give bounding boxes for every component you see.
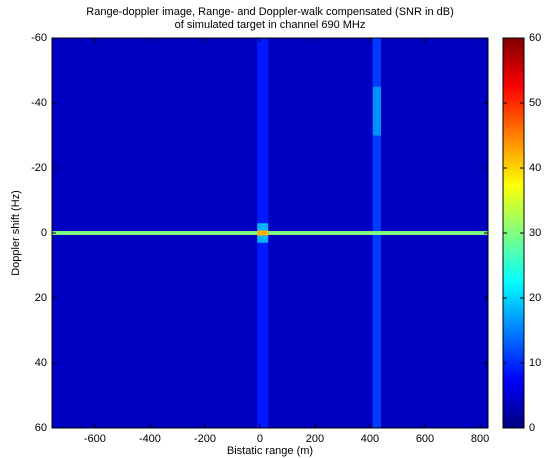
heat-cell	[372, 86, 381, 136]
colorbar-tick-label: 30	[529, 227, 541, 239]
x-tick-label: 200	[306, 433, 324, 445]
x-tick-label: 0	[257, 433, 263, 445]
y-tick-label: -60	[31, 32, 47, 44]
x-tick-label: 400	[361, 433, 379, 445]
x-axis-label: Bistatic range (m)	[227, 445, 313, 457]
chart-title: of simulated target in channel 690 MHz	[175, 19, 366, 31]
x-tick-label: 800	[471, 433, 489, 445]
heat-cell	[257, 230, 269, 236]
colorbar-tick-label: 60	[529, 32, 541, 44]
y-tick-label: 40	[35, 357, 47, 369]
y-tick-label: 0	[41, 227, 47, 239]
heatmap	[52, 38, 488, 428]
y-tick-label: 60	[35, 422, 47, 434]
x-tick-label: -200	[194, 433, 216, 445]
y-axis-label: Doppler shift (Hz)	[10, 190, 22, 276]
colorbar-tick-label: 20	[529, 292, 541, 304]
colorbar-tick-label: 0	[529, 422, 535, 434]
x-tick-label: -600	[84, 433, 106, 445]
x-tick-label: 600	[416, 433, 434, 445]
y-tick-label: 20	[35, 292, 47, 304]
y-tick-label: -40	[31, 97, 47, 109]
colorbar-tick-label: 50	[529, 97, 541, 109]
y-tick-label: -20	[31, 162, 47, 174]
heat-cell	[52, 231, 488, 235]
x-tick-label: -400	[139, 433, 161, 445]
colorbar-tick-label: 10	[529, 357, 541, 369]
colorbar-tick-label: 40	[529, 162, 541, 174]
chart-title: Range-doppler image, Range- and Doppler-…	[86, 6, 453, 18]
